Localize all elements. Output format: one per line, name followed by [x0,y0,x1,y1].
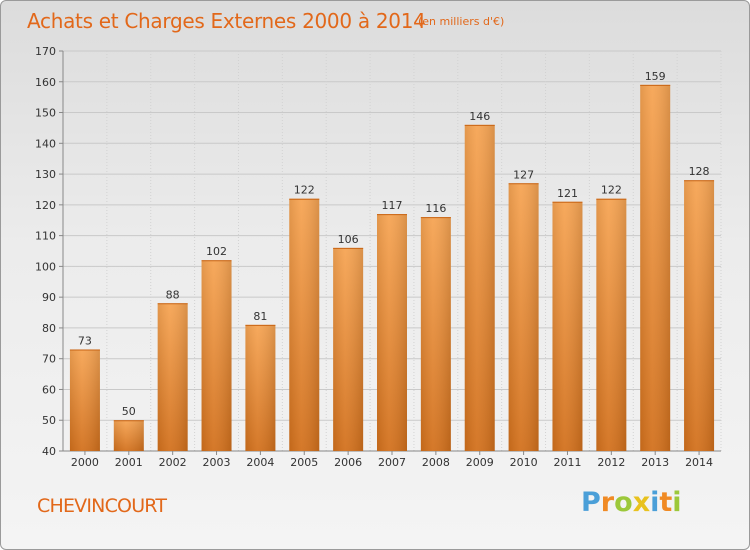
x-tick-label: 2014 [685,456,713,469]
data-label: 73 [78,334,92,347]
bar-shade [245,324,276,451]
bar-shade [464,124,495,451]
bar-group: 122 2012 [596,184,627,469]
y-tick-label: 120 [35,199,56,212]
y-tick-label: 160 [35,76,56,89]
logo-letter: x [632,487,651,518]
bar-group: 88 2002 [157,288,188,469]
logo-letter: i [672,487,682,518]
y-tick-label: 70 [42,353,56,366]
y-tick-label: 80 [42,322,56,335]
data-label: 81 [253,310,267,323]
bar-group: 127 2010 [508,168,539,469]
y-tick-label: 130 [35,168,56,181]
data-label: 106 [338,233,359,246]
bar-layer: 73 2000 50 2001 88 2002 102 2003 81 2004 122 2005 10… [69,70,715,469]
bar-group: 122 2005 [289,184,320,469]
x-tick-label: 2004 [246,456,274,469]
y-tick-label: 100 [35,260,56,273]
logo-letter: P [581,487,601,518]
x-tick-label: 2006 [334,456,362,469]
bar-group: 121 2011 [552,187,583,469]
x-tick-label: 2013 [641,456,669,469]
bar-group: 50 2001 [113,405,144,469]
x-tick-label: 2010 [510,456,538,469]
data-label: 102 [206,245,227,258]
data-label: 122 [601,184,622,197]
y-tick-label: 90 [42,291,56,304]
bar-shade [552,201,583,451]
bar-group: 116 2008 [420,202,451,469]
bar-group: 102 2003 [201,245,232,469]
x-tick-label: 2000 [71,456,99,469]
bar-group: 81 2004 [245,310,276,469]
commune-name: CHEVINCOURT [37,495,167,517]
data-label: 50 [122,405,136,418]
x-tick-label: 2009 [466,456,494,469]
bar-shade [596,198,627,451]
y-tick-label: 50 [42,414,56,427]
y-tick-label: 140 [35,137,56,150]
data-label: 88 [166,288,180,301]
data-label: 122 [294,184,315,197]
x-tick-label: 2003 [203,456,231,469]
bar-shade [684,180,715,451]
bar-shade [157,303,188,451]
bar-group: 128 2014 [684,165,715,469]
bar-shade [333,247,364,451]
data-label: 117 [382,199,403,212]
bar-shade [508,183,539,452]
data-label: 121 [557,187,578,200]
x-tick-label: 2002 [159,456,187,469]
data-label: 159 [645,70,666,83]
chart-title: Achats et Charges Externes 2000 à 2014 [27,9,426,33]
x-tick-label: 2005 [290,456,318,469]
data-label: 127 [513,168,534,181]
bar-group: 146 2009 [464,110,495,469]
bar-shade [113,420,144,451]
y-tick-label: 150 [35,107,56,120]
y-tick-label: 60 [42,383,56,396]
bar-shade [420,217,451,451]
bar-shade [69,349,100,451]
bar-shade [640,84,671,451]
logo-letter: r [600,487,615,518]
data-label: 128 [689,165,710,178]
data-label: 116 [425,202,446,215]
logo-letter: t [659,487,673,518]
data-label: 146 [469,110,490,123]
x-tick-label: 2008 [422,456,450,469]
x-tick-label: 2007 [378,456,406,469]
bar-shade [377,214,407,451]
bar-shade [201,260,232,451]
y-tick-label: 170 [35,45,56,58]
x-tick-label: 2001 [115,456,143,469]
y-tick-label: 110 [35,230,56,243]
bar-group: 106 2006 [333,233,364,469]
bar-group: 159 2013 [640,70,671,469]
chart-subtitle: (en milliers d'€) [418,15,505,28]
y-tick-label: 40 [42,445,56,458]
x-tick-label: 2012 [597,456,625,469]
bar-shade [289,198,320,451]
proxiti-logo[interactable]: Proxiti [581,487,682,518]
logo-letter: i [650,487,660,518]
logo-letter: o [614,487,633,518]
x-tick-label: 2011 [553,456,581,469]
bar-group: 117 2007 [377,199,407,469]
bar-group: 73 2000 [69,334,100,469]
